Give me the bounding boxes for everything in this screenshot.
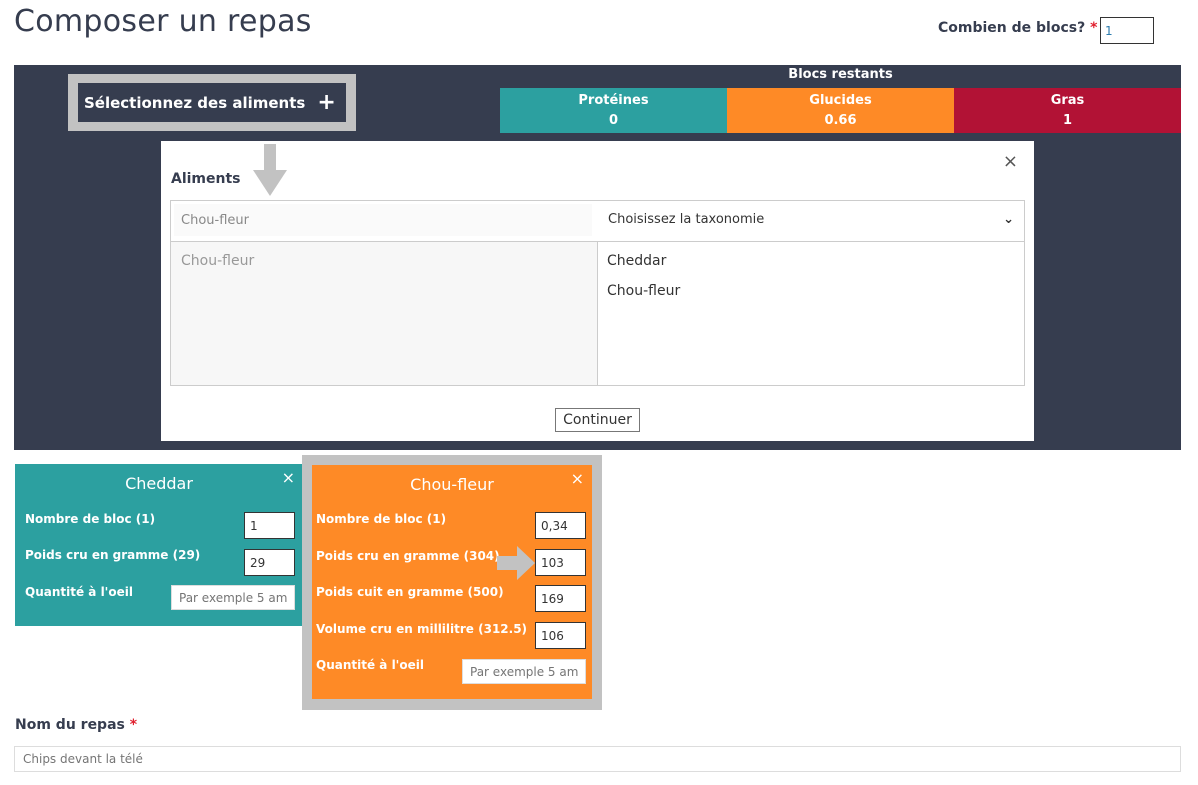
continue-button[interactable]: Continuer — [555, 408, 640, 432]
available-foods-list: Cheddar Chou-fleur — [598, 242, 1024, 385]
taxonomy-value: Choisissez la taxonomie — [608, 212, 765, 227]
macro-label: Gras — [1050, 93, 1085, 108]
close-icon[interactable]: × — [570, 469, 584, 488]
select-foods-label: Sélectionnez des aliments — [84, 93, 306, 112]
macro-value: 0 — [608, 113, 619, 128]
food-picker: Choisissez la taxonomie ⌄ Chou-fleur Ched… — [170, 200, 1025, 386]
macro-label: Glucides — [809, 93, 872, 108]
card-title: Cheddar — [125, 474, 193, 493]
blocs-count-label: Combien de blocs? * — [938, 20, 1097, 36]
field-label: Quantité à l'oeil — [25, 585, 133, 599]
field-label: Quantité à l'oeil — [316, 658, 424, 672]
macro-proteins: Protéines 0 — [500, 88, 727, 133]
macro-value: 0.66 — [824, 113, 857, 128]
modal-title: Aliments — [171, 171, 241, 187]
selected-foods-list: Chou-fleur — [171, 242, 598, 385]
field-label: Poids cru en gramme (304) — [316, 549, 500, 563]
meal-name-input[interactable] — [14, 746, 1181, 772]
required-mark: * — [1090, 20, 1098, 36]
page-title: Composer un repas — [14, 4, 312, 39]
blocks-input[interactable] — [244, 512, 295, 539]
macro-carbs: Glucides 0.66 — [727, 88, 954, 133]
macro-value: 1 — [1062, 113, 1073, 128]
field-label: Volume cru en millilitre (312.5) — [316, 622, 528, 636]
select-foods-button[interactable]: Sélectionnez des aliments + — [78, 83, 346, 122]
meal-name-label: Nom du repas * — [15, 717, 137, 733]
cooked-weight-input[interactable] — [535, 585, 586, 612]
blocs-count-input[interactable] — [1100, 17, 1154, 44]
select-highlight: Sélectionnez des aliments + — [68, 74, 356, 131]
food-card-cheddar: Cheddar × Nombre de bloc (1) Poids cru e… — [15, 464, 303, 626]
taxonomy-select[interactable]: Choisissez la taxonomie ⌄ — [598, 201, 1024, 241]
eye-quantity-input[interactable] — [462, 659, 586, 684]
field-label: Nombre de bloc (1) — [25, 512, 156, 526]
raw-weight-input[interactable] — [535, 549, 586, 576]
chevron-down-icon: ⌄ — [1003, 212, 1014, 227]
blocks-input[interactable] — [535, 512, 586, 539]
close-icon[interactable]: × — [281, 468, 295, 487]
food-card-chou-fleur: Chou-fleur × Nombre de bloc (1) Poids cr… — [312, 465, 592, 699]
field-label: Poids cuit en gramme (500) — [316, 585, 504, 599]
blocs-label-text: Combien de blocs? — [938, 20, 1086, 36]
card-title: Chou-fleur — [410, 475, 494, 494]
close-icon[interactable]: × — [1002, 151, 1018, 172]
list-item[interactable]: Chou-fleur — [181, 253, 255, 269]
list-item[interactable]: Chou-fleur — [607, 283, 681, 299]
plus-icon: + — [317, 90, 336, 115]
raw-weight-input[interactable] — [244, 549, 295, 576]
food-picker-modal: × Aliments Choisissez la taxonomie ⌄ Chou… — [161, 141, 1034, 441]
remaining-blocks-title: Blocs restants — [788, 67, 893, 82]
food-search-input[interactable] — [174, 204, 592, 236]
list-item[interactable]: Cheddar — [607, 253, 667, 269]
meal-label-text: Nom du repas — [15, 717, 125, 733]
eye-quantity-input[interactable] — [171, 585, 295, 610]
field-label: Nombre de bloc (1) — [316, 512, 447, 526]
macro-fat: Gras 1 — [954, 88, 1181, 133]
macro-label: Protéines — [578, 93, 649, 108]
required-mark: * — [129, 717, 138, 733]
divider — [171, 241, 1024, 242]
arrow-down-icon — [253, 144, 287, 196]
raw-volume-input[interactable] — [535, 622, 586, 649]
arrow-right-icon — [497, 546, 535, 580]
field-label: Poids cru en gramme (29) — [25, 548, 201, 562]
